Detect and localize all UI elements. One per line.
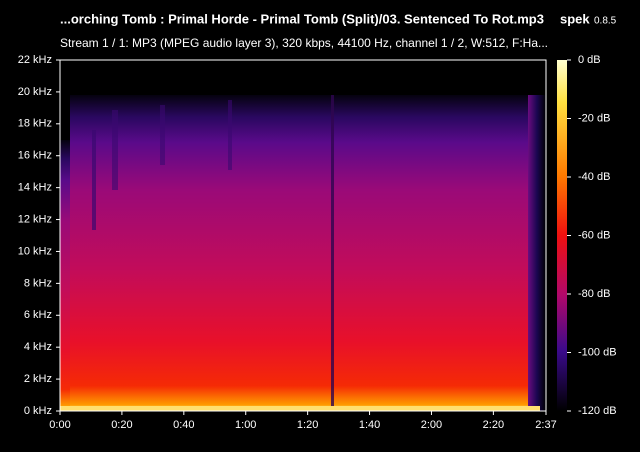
app-version: 0.8.5 bbox=[594, 16, 617, 27]
x-tick-label: 0:40 bbox=[173, 419, 194, 431]
subtitle: Stream 1 / 1: MP3 (MPEG audio layer 3), … bbox=[60, 36, 548, 50]
y-tick-label: 20 kHz bbox=[18, 86, 52, 98]
y-tick-label: 14 kHz bbox=[18, 182, 52, 194]
colorbar bbox=[557, 60, 567, 411]
y-tick-label: 12 kHz bbox=[18, 213, 52, 225]
x-tick-label: 0:00 bbox=[49, 419, 70, 431]
y-tick-label: 10 kHz bbox=[18, 245, 52, 257]
app-name: spek bbox=[560, 11, 590, 26]
colorbar-tick-label: -120 dB bbox=[578, 405, 617, 417]
x-tick-label: 2:00 bbox=[421, 419, 442, 431]
colorbar-tick-label: 0 dB bbox=[578, 54, 601, 66]
x-tick-label: 2:37 bbox=[535, 419, 556, 431]
x-tick-label: 1:20 bbox=[297, 419, 318, 431]
x-tick-label: 0:20 bbox=[111, 419, 132, 431]
x-tick-label: 1:40 bbox=[359, 419, 380, 431]
spectrogram bbox=[60, 60, 546, 411]
y-tick-label: 16 kHz bbox=[18, 150, 52, 162]
y-tick-label: 4 kHz bbox=[24, 341, 52, 353]
x-tick-label: 2:20 bbox=[483, 419, 504, 431]
y-tick-label: 8 kHz bbox=[24, 277, 52, 289]
colorbar-tick-label: -60 dB bbox=[578, 229, 610, 241]
y-tick-label: 6 kHz bbox=[24, 309, 52, 321]
x-tick-label: 1:00 bbox=[235, 419, 256, 431]
colorbar-tick-label: -40 dB bbox=[578, 171, 610, 183]
plot-frame bbox=[59, 59, 547, 412]
y-tick-label: 22 kHz bbox=[18, 54, 52, 66]
y-tick-label: 2 kHz bbox=[24, 373, 52, 385]
colorbar-tick-label: -20 dB bbox=[578, 112, 610, 124]
title: ...orching Tomb : Primal Horde - Primal … bbox=[60, 11, 544, 26]
y-tick-label: 18 kHz bbox=[18, 118, 52, 130]
colorbar-tick-label: -80 dB bbox=[578, 288, 610, 300]
y-tick-label: 0 kHz bbox=[24, 405, 52, 417]
colorbar-tick-label: -100 dB bbox=[578, 346, 617, 358]
